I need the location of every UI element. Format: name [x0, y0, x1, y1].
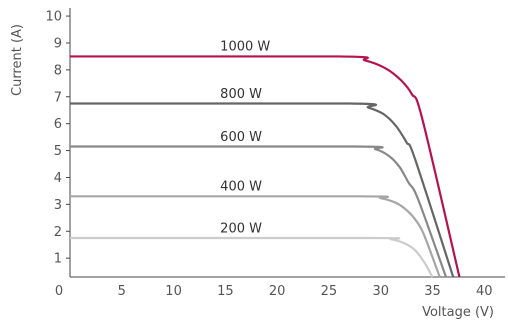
x-axis-title: Voltage (V) [422, 305, 494, 320]
y-tick-label: 6 [54, 117, 62, 132]
curve-200w [70, 236, 434, 278]
curve-600w [70, 145, 447, 278]
x-tick-label: 35 [424, 284, 441, 299]
y-tick-label: 4 [54, 171, 62, 186]
x-tick-label: 5 [118, 284, 126, 299]
y-tick-label: 10 [45, 10, 62, 25]
series-curves [70, 55, 461, 278]
series-label: 200 W [220, 221, 262, 236]
y-tick-label: 1 [54, 252, 62, 267]
curve-800w [70, 102, 455, 278]
y-tick-label: 3 [54, 198, 62, 213]
series-label: 600 W [220, 130, 262, 145]
series-label: 1000 W [220, 40, 270, 55]
x-ticks: 0 5 10 15 20 25 30 35 40 [55, 284, 493, 299]
x-tick-label: 40 [476, 284, 493, 299]
y-axis-title: Current (A) [10, 24, 25, 96]
y-tick-label: 2 [54, 225, 62, 240]
series-label: 400 W [220, 179, 262, 194]
curve-1000w [70, 55, 461, 278]
x-tick-label: 25 [321, 284, 338, 299]
y-tick-label: 5 [54, 144, 62, 159]
x-tick-label: 20 [269, 284, 286, 299]
y-tick-label: 8 [54, 63, 62, 78]
series-labels: 1000 W 800 W 600 W 400 W 200 W [220, 40, 270, 237]
series-label: 800 W [220, 87, 262, 102]
y-ticks: 1 2 3 4 5 6 7 8 9 10 [45, 10, 70, 267]
x-tick-label: 15 [217, 284, 234, 299]
y-tick-label: 9 [54, 36, 62, 51]
x-tick-label: 10 [165, 284, 182, 299]
curve-400w [70, 195, 441, 278]
x-tick-label: 0 [55, 284, 63, 299]
x-tick-label: 30 [372, 284, 389, 299]
y-tick-label: 7 [54, 90, 62, 105]
